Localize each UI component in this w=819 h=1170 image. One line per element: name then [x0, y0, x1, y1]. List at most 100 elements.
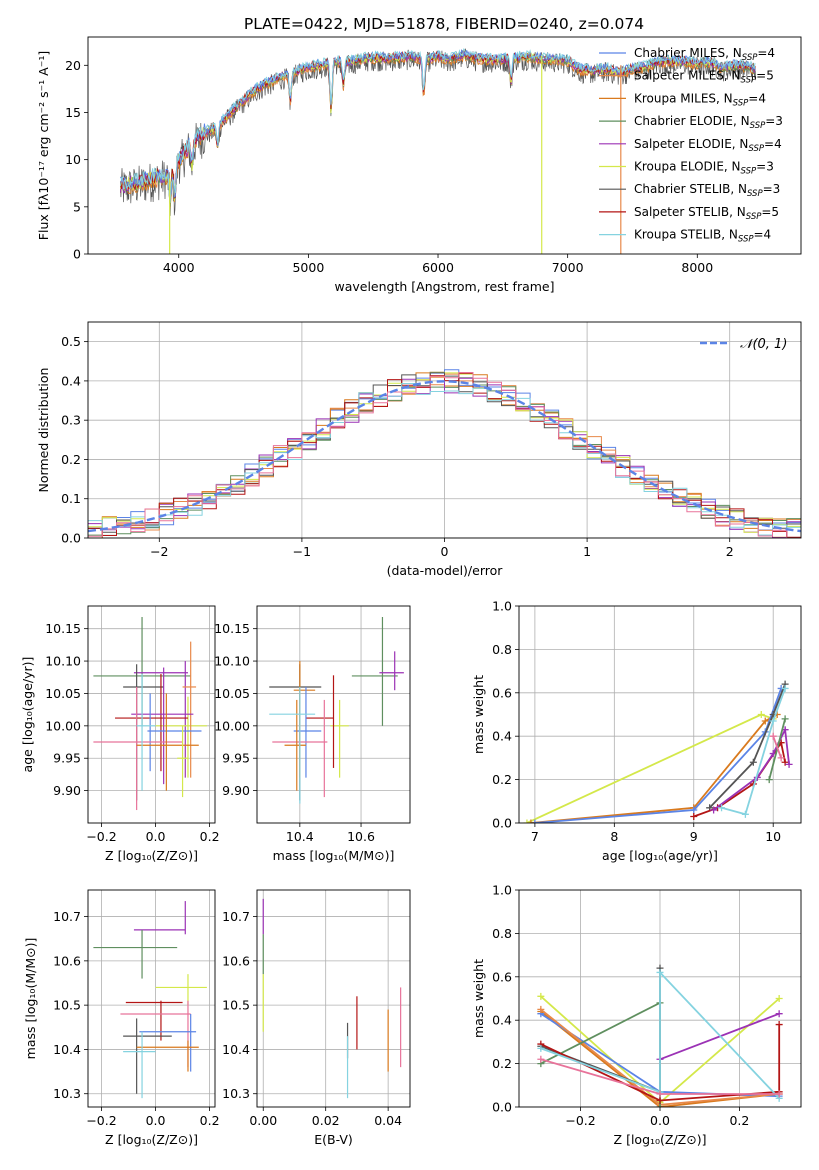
weight-line [540, 970, 780, 1099]
plot-area [257, 606, 410, 823]
weight-marker [761, 717, 769, 725]
x-tick-label: 4000 [163, 260, 195, 275]
y-tick-label: 10.10 [214, 654, 250, 669]
legend-subscript: SSP [746, 212, 762, 222]
y-tick-label: 0.8 [492, 642, 512, 657]
y-tick-label: 20 [65, 58, 81, 73]
weight-line [526, 713, 774, 823]
weight-marker [741, 810, 749, 818]
y-tick-label: 0.0 [492, 1100, 512, 1115]
weight-marker [656, 1090, 664, 1098]
x-tick-label: 10 [765, 829, 781, 844]
weight-line [772, 735, 782, 759]
x-tick-label: 1 [583, 544, 591, 559]
y-axis-label: mass [log₁₀(M/M⊙)] [23, 938, 38, 1060]
y-tick-label: 10.5 [53, 998, 81, 1013]
y-tick-label: 10.00 [45, 718, 81, 733]
x-tick-label: 0.00 [249, 1113, 277, 1128]
legend-value: =3 [765, 114, 783, 128]
axes-frame [87, 605, 216, 824]
x-tick-label: 0.2 [200, 1113, 220, 1128]
weight-marker [769, 732, 777, 740]
weight-marker [537, 1005, 545, 1013]
age-vs-z-panel: −0.2 0.0 0.2 9.90 9.95 10.00 10.05 10.10 10.15 Z … [20, 605, 220, 863]
weight-marker [537, 1044, 545, 1052]
weight-marker [777, 754, 785, 762]
x-tick-label: 0.02 [312, 1113, 340, 1128]
legend-value: =4 [748, 91, 766, 105]
legend-entry: Kroupa MILES, NSSP=4 [634, 91, 766, 108]
plot-area [88, 322, 801, 538]
legend-subscript: SSP [750, 121, 766, 131]
weight-marker [718, 804, 726, 812]
legend-value: =4 [754, 228, 772, 242]
weight-marker [775, 1021, 783, 1029]
y-tick-label: 9.95 [53, 751, 81, 766]
x-tick-label: 0.0 [650, 1113, 670, 1128]
y-tick-label: 9.90 [53, 783, 81, 798]
y-axis-label: Normed distribution [36, 368, 51, 493]
histogram-step [88, 383, 801, 536]
x-tick-label: 0.2 [729, 1113, 749, 1128]
x-axis-label: E(B-V) [314, 1132, 353, 1147]
x-tick-label: 7 [531, 829, 539, 844]
x-tick-label: 0.04 [374, 1113, 402, 1128]
weight-marker [710, 806, 718, 814]
weight-line [540, 1024, 781, 1102]
y-tick-label: 1.0 [492, 883, 512, 898]
y-tick-label: 0.2 [61, 452, 81, 467]
legend-entry: Kroupa ELODIE, NSSP=3 [634, 160, 774, 177]
x-tick-label: −2 [150, 544, 168, 559]
axes-frame [256, 605, 411, 824]
axes-frame [256, 889, 411, 1108]
weight-marker [656, 968, 664, 976]
x-tick-label: −0.2 [565, 1113, 595, 1128]
y-tick-label: 0.4 [61, 373, 81, 388]
spectrum-line [119, 48, 756, 203]
y-axis-label: mass weight [471, 675, 486, 754]
y-tick-label: 10.4 [53, 1042, 81, 1057]
x-tick-label: 10.4 [286, 829, 314, 844]
plot-area [519, 606, 801, 823]
weight-marker [537, 1055, 545, 1063]
y-tick-label: 9.95 [222, 751, 250, 766]
y-tick-label: 10.00 [214, 718, 250, 733]
y-tick-label: 0.1 [61, 491, 81, 506]
legend-subscript: SSP [738, 235, 754, 245]
weight-line [534, 688, 782, 823]
legend-entry: Salpeter STELIB, NSSP=5 [634, 205, 779, 222]
weight-marker [781, 758, 789, 766]
spectrum-line [119, 52, 756, 201]
x-tick-label: −0.2 [86, 829, 116, 844]
y-tick-label: 10.4 [222, 1042, 250, 1057]
legend-subscript: SSP [748, 144, 764, 154]
mass-vs-z-panel: −0.2 0.0 0.2 10.3 10.4 10.5 10.6 10.7 Z [log₁₀(Z… [23, 889, 220, 1147]
y-tick-label: 10.15 [214, 621, 250, 636]
legend-label: Kroupa ELODIE, N [634, 160, 741, 174]
y-tick-label: 10.5 [222, 998, 250, 1013]
y-tick-label: 0.5 [61, 334, 81, 349]
x-axis-label: (data-model)/error [387, 563, 504, 578]
weight-marker [690, 806, 698, 814]
x-tick-label: 2 [726, 544, 734, 559]
x-axis-label: Z [log₁₀(Z/Z⊙)] [105, 848, 198, 863]
x-tick-label: 9 [690, 829, 698, 844]
weight-marker [523, 819, 531, 823]
legend-subscript: SSP [741, 167, 757, 177]
legend-value: =3 [763, 182, 781, 196]
x-tick-label: 0 [441, 544, 449, 559]
y-tick-label: 0.6 [492, 685, 512, 700]
y-tick-label: 10.7 [222, 909, 250, 924]
plot-area [119, 48, 756, 254]
legend-value: =5 [761, 205, 779, 219]
normal-curve [88, 380, 801, 533]
axes-frame [518, 889, 802, 1108]
y-tick-label: 0 [73, 247, 81, 262]
legend-entry: Chabrier MILES, NSSP=4 [634, 46, 775, 63]
x-tick-label: 6000 [422, 260, 454, 275]
y-tick-label: 10.3 [53, 1086, 81, 1101]
weight-marker [781, 715, 789, 723]
legend-label: Kroupa STELIB, N [634, 228, 738, 242]
legend-label: Chabrier ELODIE, N [634, 114, 750, 128]
x-axis-label: mass [log₁₀(M/M⊙)] [273, 848, 395, 863]
